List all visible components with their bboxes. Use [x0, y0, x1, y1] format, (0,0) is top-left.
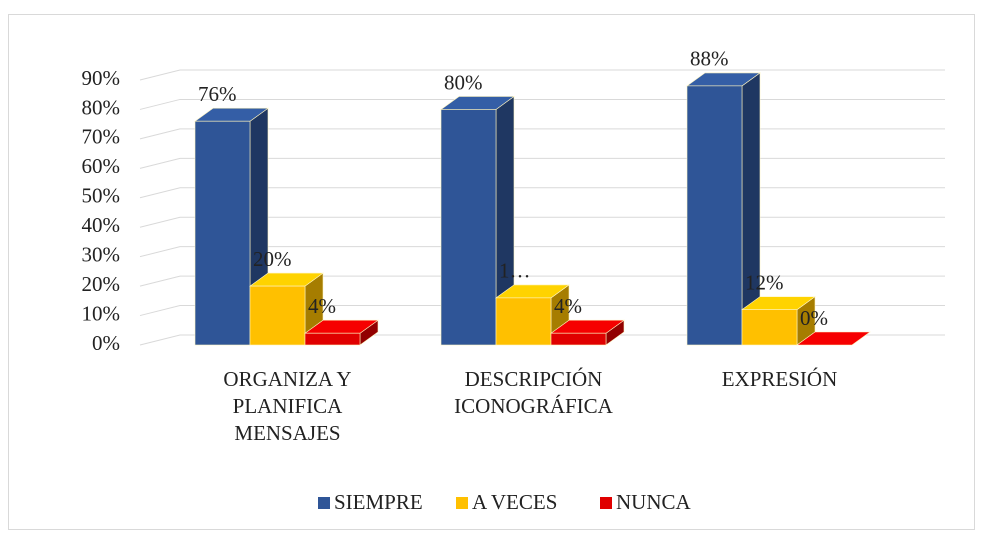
legend-label: SIEMPRE — [334, 490, 423, 514]
y-tick-label: 70% — [82, 125, 121, 149]
bar — [194, 120, 251, 346]
y-tick-label: 40% — [82, 213, 121, 237]
data-label: 88% — [690, 47, 729, 71]
y-tick-label: 10% — [82, 301, 121, 325]
y-tick-label: 30% — [82, 242, 121, 266]
legend-swatch — [318, 497, 330, 509]
data-label: 80% — [444, 70, 483, 94]
data-label: 76% — [198, 82, 237, 106]
bar — [249, 285, 306, 346]
bar — [440, 109, 497, 346]
y-tick-label: 0% — [92, 331, 120, 355]
data-label: 4% — [308, 294, 336, 318]
legend-swatch — [456, 497, 468, 509]
y-tick-label: 20% — [82, 272, 121, 296]
legend-swatch — [600, 497, 612, 509]
data-label: 20% — [253, 247, 292, 271]
legend-label: NUNCA — [616, 490, 692, 514]
bar — [686, 85, 743, 346]
bar-top — [796, 331, 871, 346]
y-tick-label: 80% — [82, 95, 121, 119]
y-tick-label: 60% — [82, 154, 121, 178]
legend-label: A VECES — [472, 490, 557, 514]
bar — [550, 332, 607, 346]
data-label: 1… — [499, 259, 531, 283]
data-label: 4% — [554, 294, 582, 318]
y-tick-label: 50% — [82, 184, 121, 208]
data-label: 12% — [745, 270, 784, 294]
x-tick-label: EXPRESIÓN — [721, 367, 838, 391]
x-tick-label: ORGANIZA Y PLANIFICA MENSAJES — [223, 367, 352, 445]
x-tick-label: DESCRIPCIÓN ICONOGRÁFICA — [454, 367, 613, 418]
grid-line — [139, 69, 945, 81]
bar — [495, 297, 552, 346]
data-label: 0% — [800, 306, 828, 330]
bar — [304, 332, 361, 346]
bar — [741, 309, 798, 346]
y-tick-label: 90% — [82, 66, 121, 90]
